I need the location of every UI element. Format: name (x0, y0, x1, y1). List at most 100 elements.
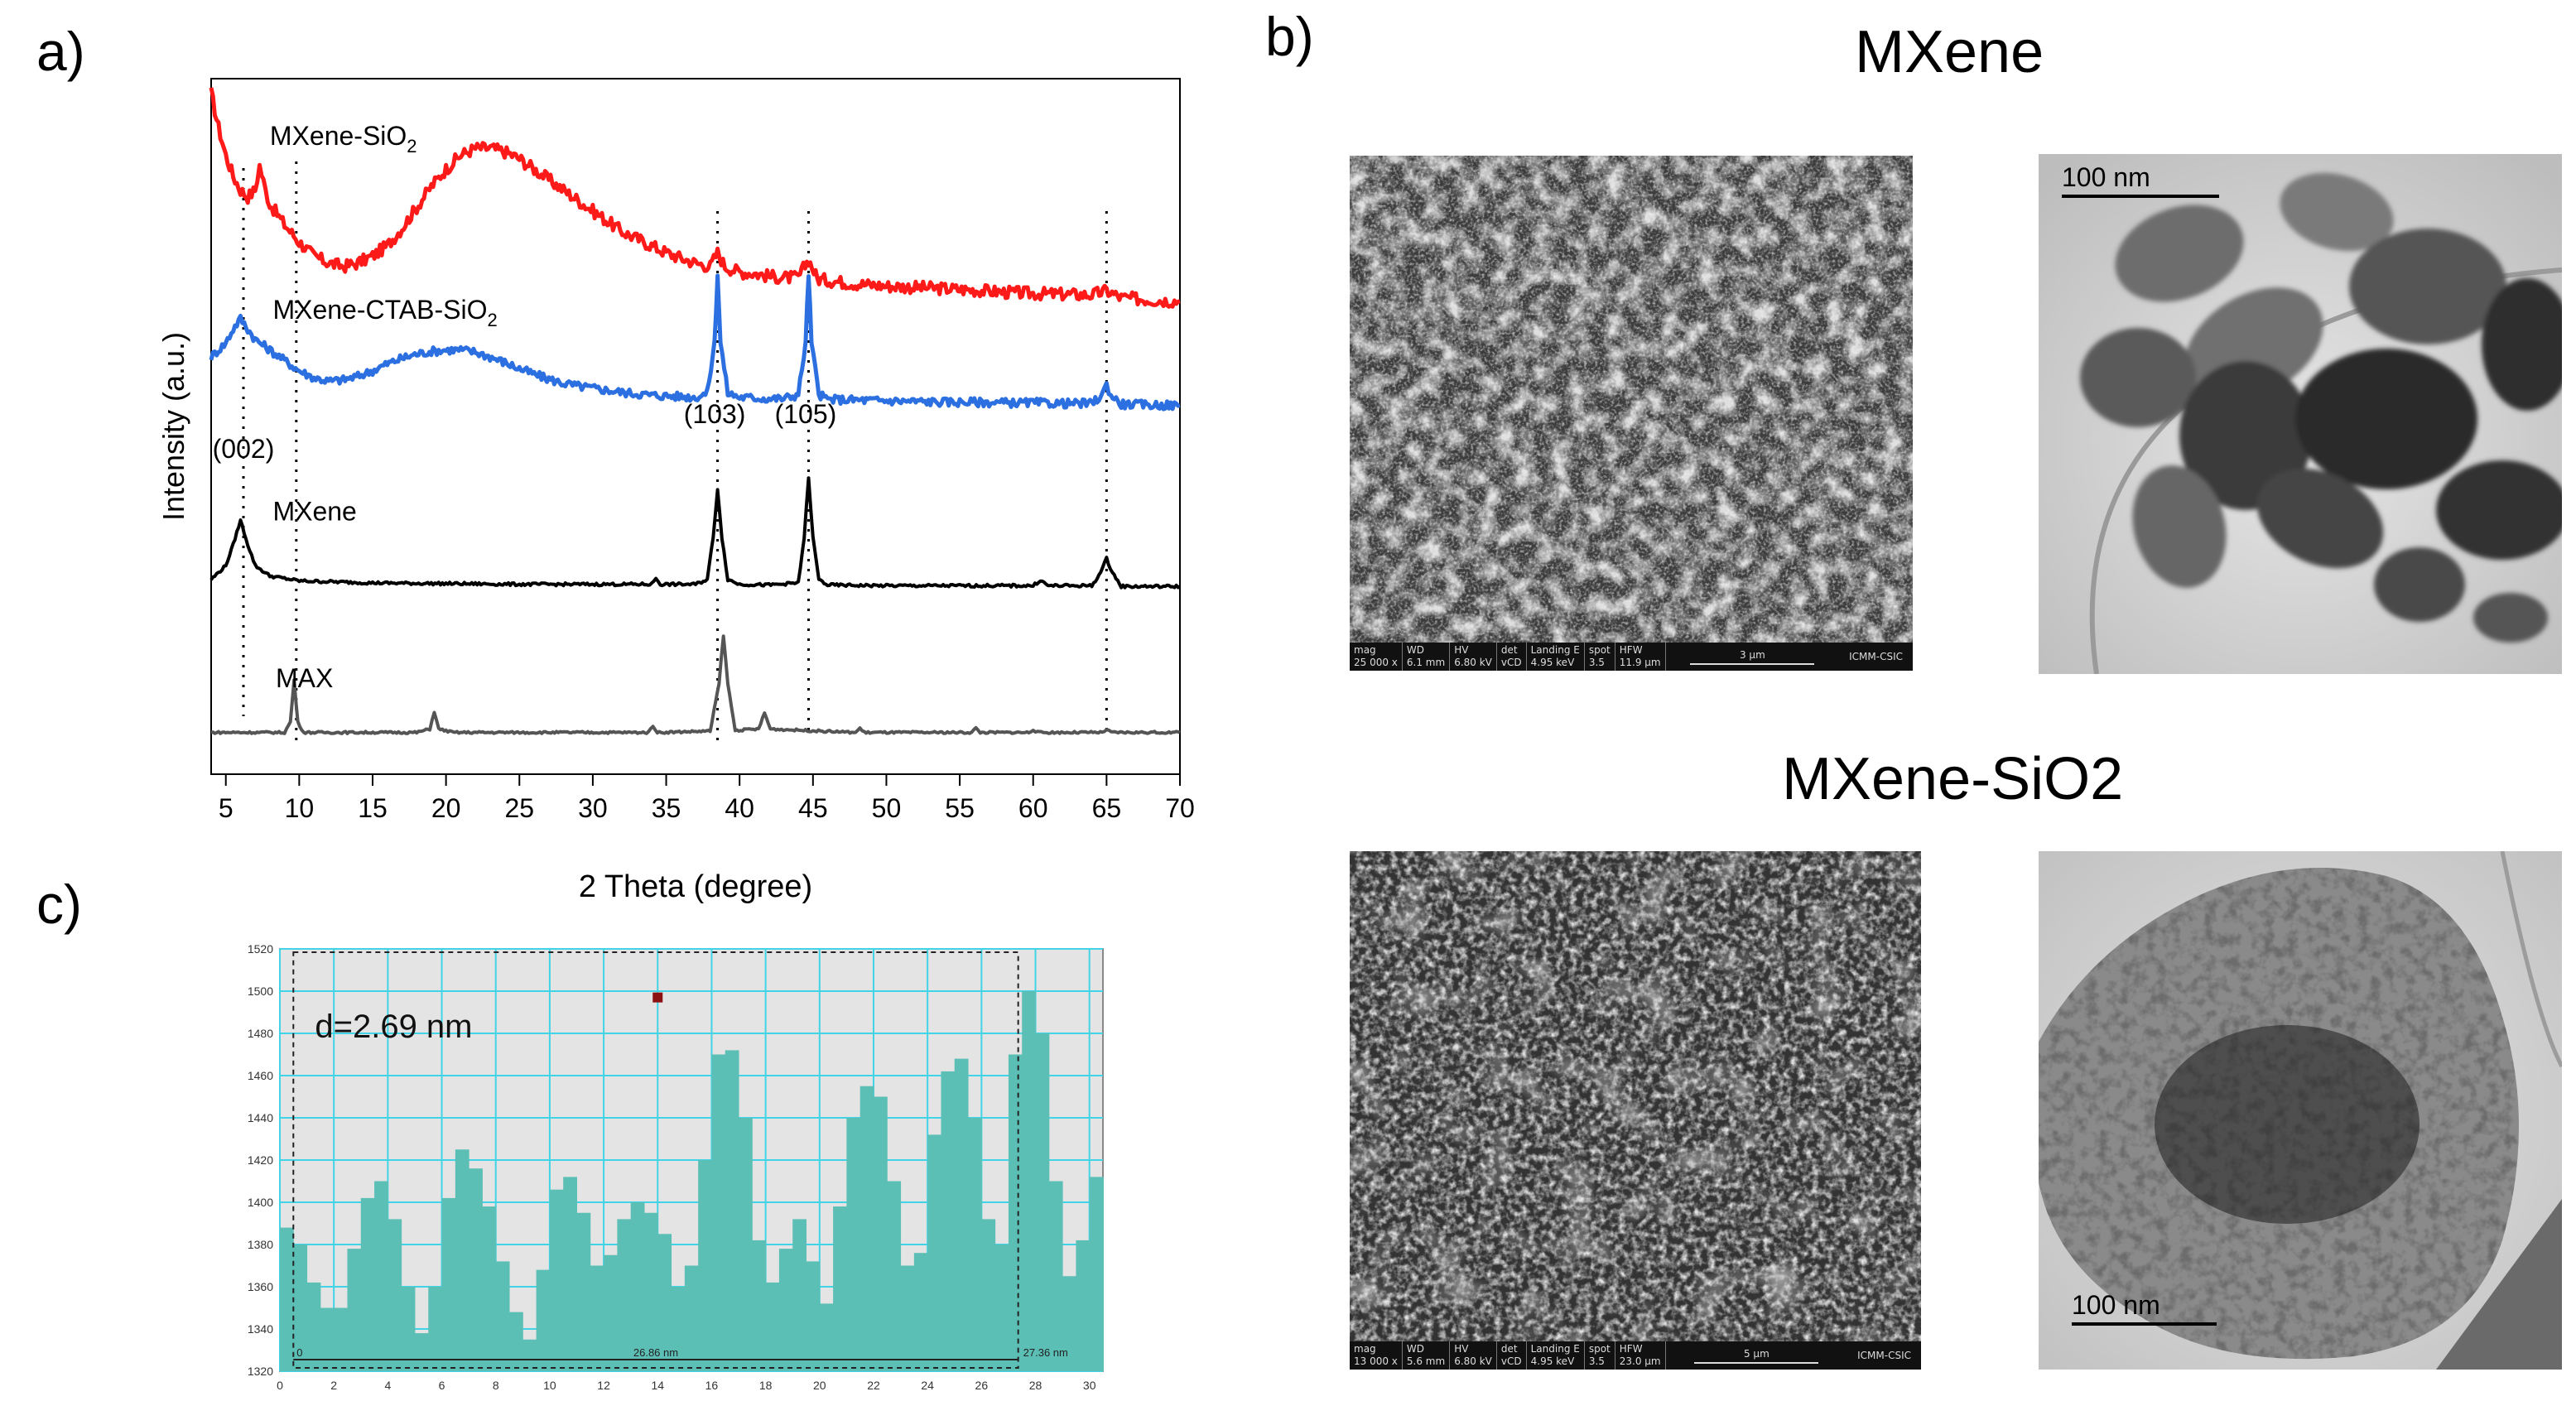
profile-bar (522, 1339, 537, 1371)
profile-bar (482, 1206, 497, 1371)
profile-bar (1008, 1054, 1023, 1371)
profile-bar (401, 1287, 416, 1371)
sem-mxene-field-name: mag (1354, 644, 1376, 656)
sem-mxene-field-name: spot (1588, 644, 1611, 656)
xrd-plot-frame (210, 78, 1181, 775)
profile-y-tick-label: 1460 (248, 1069, 273, 1082)
sem-mxene-sio2-field: mag 13 000 x (1350, 1341, 1403, 1370)
xrd-y-axis-label: Intensity (a.u.) (156, 332, 190, 521)
profile-y-tick-label: 1340 (248, 1322, 273, 1336)
sem-mxene-sio2-scalebar: 5 µm (1666, 1341, 1848, 1370)
sem-mxene-field-value: vCD (1500, 657, 1522, 668)
profile-y-tick-label: 1380 (248, 1238, 273, 1251)
profile-y-tick-label: 1420 (248, 1153, 273, 1167)
tem-scale-line-mxene-sio2 (2072, 1322, 2217, 1326)
xrd-x-tick-label: 5 (219, 793, 234, 823)
profile-y-tick-label: 1500 (248, 985, 273, 998)
profile-bar (334, 1307, 348, 1371)
profile-bar (441, 1197, 456, 1371)
profile-y-tick-label: 1520 (248, 942, 273, 956)
xrd-peak-label: (103) (684, 399, 746, 429)
profile-bar (711, 1054, 726, 1371)
sem-mxene-field-name: HFW (1619, 644, 1643, 656)
profile-x-tick-label: 12 (597, 1379, 610, 1392)
xrd-x-tick-label: 55 (945, 793, 975, 823)
profile-bar (360, 1197, 375, 1371)
profile-bar (643, 1212, 658, 1371)
tem-image-mxene: 100 nm (2039, 154, 2562, 674)
sem-image-mxene: mag 25 000 x WD 6.1 mm HV 6.80 kV det vCD Landin… (1350, 156, 1913, 671)
profile-bar (1103, 1177, 1104, 1371)
sem-mxene-sio2-scale-label: 5 µm (1743, 1347, 1769, 1360)
profile-bar (698, 1160, 712, 1371)
heading-mxene: MXene (1855, 19, 2044, 85)
sem-mxene-sio2-field: Landing E 4.95 keV (1527, 1341, 1585, 1370)
profile-marker (652, 992, 663, 1003)
profile-bar (981, 1219, 996, 1371)
xrd-x-tick-label: 15 (358, 793, 388, 823)
profile-measure-start: 0 (296, 1346, 302, 1359)
profile-annotation: d=2.69 nm (315, 1009, 472, 1045)
sem-mxene-field-name: Landing E (1530, 644, 1580, 656)
sem-mxene-field-value: 6.80 kV (1454, 657, 1492, 668)
profile-bar (428, 1287, 443, 1371)
sem-mxene-sio2-field-value: 4.95 keV (1530, 1355, 1575, 1367)
profile-bar (1076, 1240, 1091, 1371)
sem-mxene-field-name: WD (1406, 644, 1425, 656)
xrd-series-line (210, 634, 1181, 735)
sem-mxene-field: mag 25 000 x (1350, 643, 1403, 671)
sem-mxene-sio2-field: HFW 23.0 µm (1615, 1341, 1666, 1370)
sem-mxene-org: ICMM-CSIC (1849, 651, 1903, 662)
sem-mxene-field: HFW 11.9 µm (1615, 643, 1666, 671)
sem-mxene-sio2-field-name: mag (1354, 1343, 1376, 1355)
profile-bar (1048, 1181, 1063, 1371)
profile-bar (765, 1282, 780, 1371)
profile-bar (778, 1249, 793, 1371)
tem-scalebar-mxene: 100 nm (2062, 162, 2219, 198)
profile-bar (846, 1118, 861, 1371)
profile-bar (900, 1265, 915, 1371)
tem-scale-label-mxene: 100 nm (2062, 162, 2150, 192)
heading-mxene-sio2: MXene-SiO2 (1782, 746, 2124, 812)
sem-mxene-scale-label: 3 µm (1739, 648, 1765, 661)
profile-bar (954, 1058, 969, 1371)
profile-bar (347, 1249, 362, 1371)
profile-bar (495, 1261, 510, 1371)
profile-bar (873, 1096, 888, 1371)
tem-image-mxene-sio2: 100 nm (2039, 851, 2562, 1370)
profile-x-tick-label: 22 (867, 1379, 880, 1392)
sem-databar-mxene: mag 25 000 x WD 6.1 mm HV 6.80 kV det vCD Landin… (1350, 643, 1913, 671)
tem-scale-line-mxene (2062, 195, 2219, 198)
profile-bar (306, 1282, 321, 1371)
profile-bar (739, 1118, 753, 1371)
sem-mxene-sio2-scale-line (1694, 1361, 1819, 1364)
profile-bar (630, 1202, 645, 1371)
sem-mxene-field-value: 25 000 x (1354, 657, 1398, 668)
sem-mxene-sio2-field-name: HFW (1619, 1343, 1643, 1355)
sem-mxene-sio2-field-value: 6.80 kV (1454, 1355, 1492, 1367)
profile-bar (293, 1245, 308, 1371)
profile-bar (563, 1177, 577, 1371)
xrd-x-tick-label: 30 (578, 793, 608, 823)
sem-mxene-field: WD 6.1 mm (1403, 643, 1451, 671)
sem-mxene-sio2-field-name: det (1500, 1343, 1518, 1355)
sem-texture-mxene-sio2 (1350, 851, 1921, 1341)
profile-measure-end: 27.36 nm (1023, 1346, 1068, 1359)
sem-mxene-sio2-field-value: 13 000 x (1354, 1355, 1398, 1367)
xrd-x-tick-label: 60 (1018, 793, 1048, 823)
xrd-peak-label: (105) (775, 399, 837, 429)
profile-bar (752, 1240, 767, 1371)
profile-x-tick-label: 0 (277, 1379, 283, 1392)
sem-mxene-scalebar: 3 µm (1666, 643, 1840, 671)
sem-mxene-field: Landing E 4.95 keV (1527, 643, 1585, 671)
xrd-x-tick-label: 40 (725, 793, 754, 823)
sem-mxene-field: HV 6.80 kV (1450, 643, 1497, 671)
sem-mxene-sio2-field-value: 5.6 mm (1406, 1355, 1446, 1367)
profile-y-tick-label: 1480 (248, 1027, 273, 1040)
panel-label-a: a) (36, 21, 85, 82)
sem-texture-mxene (1350, 156, 1913, 643)
profile-measure-length: 26.86 nm (633, 1346, 678, 1359)
profile-y-tick-label: 1360 (248, 1280, 273, 1293)
profile-bar (1062, 1276, 1076, 1371)
profile-bar (590, 1265, 604, 1371)
